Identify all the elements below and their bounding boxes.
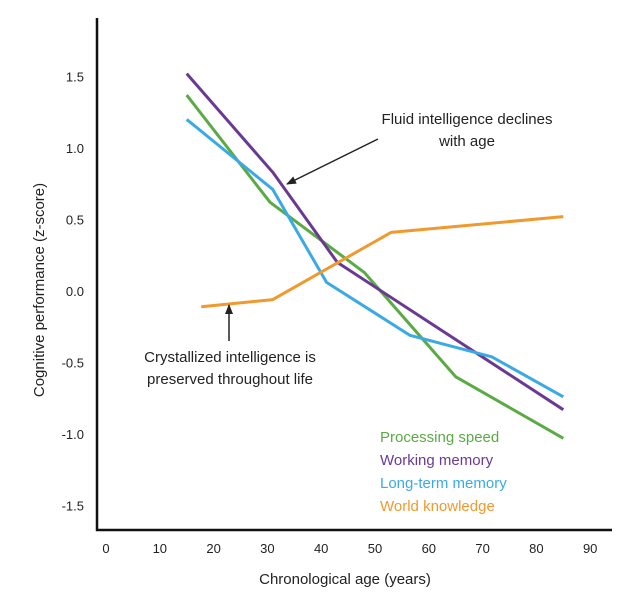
x-tick-label: 50 — [368, 541, 382, 556]
annotation-crystallized: Crystallized intelligence is preserved t… — [144, 304, 316, 388]
annotation-fluid: Fluid intelligence declines with age — [286, 111, 553, 185]
x-tick-label: 60 — [422, 541, 436, 556]
series-line-working-memory — [185, 72, 565, 411]
x-tick-label: 40 — [314, 541, 328, 556]
series-line-world-knowledge — [201, 215, 564, 309]
x-tick-label: 70 — [475, 541, 489, 556]
x-tick-label: 80 — [529, 541, 543, 556]
legend: Processing speed Working memory Long-ter… — [380, 429, 507, 515]
annotation-fluid-line1: Fluid intelligence declines — [382, 111, 553, 128]
annotation-crystallized-line2: preserved throughout life — [147, 371, 313, 388]
x-tick-label: 90 — [583, 541, 597, 556]
y-tick-label: 0.5 — [66, 213, 84, 228]
annotation-fluid-line2: with age — [438, 133, 495, 150]
legend-processing-speed: Processing speed — [380, 429, 499, 446]
annotation-fluid-arrow — [286, 138, 379, 185]
x-axis-label: Chronological age (years) — [259, 571, 431, 588]
y-tick-label: 1.5 — [66, 70, 84, 85]
x-tick-label: 30 — [260, 541, 274, 556]
x-tick-label: 10 — [153, 541, 167, 556]
y-tick-label: -1.0 — [62, 427, 84, 442]
legend-long-term-memory: Long-term memory — [380, 475, 507, 492]
y-tick-label: 1.0 — [66, 141, 84, 156]
legend-world-knowledge: World knowledge — [380, 498, 495, 515]
series-line-processing-speed — [185, 94, 565, 440]
y-tick-label: -1.5 — [62, 499, 84, 514]
annotation-crystallized-line1: Crystallized intelligence is — [144, 349, 316, 366]
legend-working-memory: Working memory — [380, 452, 494, 469]
series-line-long-term-memory — [185, 118, 565, 399]
y-tick-label: 0.0 — [66, 284, 84, 299]
y-axis-label: Cognitive performance (z-score) — [31, 183, 48, 397]
x-tick-label: 20 — [206, 541, 220, 556]
y-tick-label: -0.5 — [62, 356, 84, 371]
x-tick-label: 0 — [102, 541, 109, 556]
